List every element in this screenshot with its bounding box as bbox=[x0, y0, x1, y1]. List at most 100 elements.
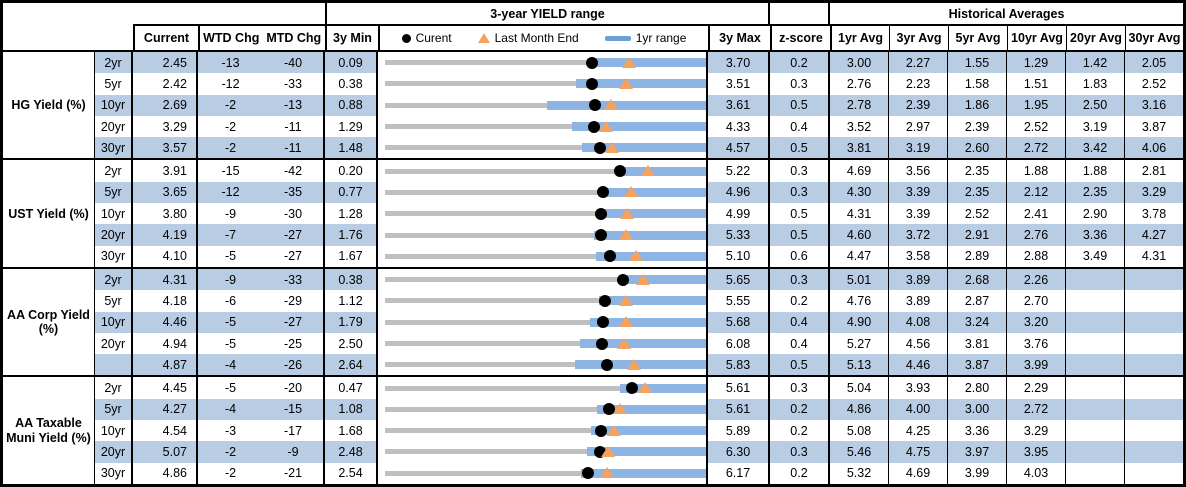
chart-legend: Curent Last Month End 1yr range bbox=[378, 24, 708, 50]
avg-cell: 3.29 bbox=[1007, 420, 1066, 442]
3y-min-cell: 1.08 bbox=[325, 398, 378, 421]
avg-cell: 4.69 bbox=[830, 160, 889, 182]
avg-cell: 2.23 bbox=[889, 73, 948, 95]
current-cell: 3.91 bbox=[133, 160, 198, 182]
current-cell: 4.54 bbox=[133, 420, 198, 442]
range-chart-cell bbox=[378, 420, 708, 442]
section: UST Yield (%) 2yr 3.91 -15 -42 0.20 5.22 0.3 4.6… bbox=[3, 158, 1183, 267]
3y-max-cell: 4.99 bbox=[708, 203, 770, 225]
range-bar bbox=[620, 383, 706, 393]
legend-current: Curent bbox=[401, 31, 452, 45]
mtd-chg-cell: -29 bbox=[263, 290, 325, 312]
avg-cell: 4.00 bbox=[889, 398, 948, 421]
current-marker bbox=[595, 337, 608, 350]
track-line bbox=[385, 124, 706, 130]
range-chart-cell bbox=[378, 462, 708, 484]
wtd-chg-cell: -5 bbox=[198, 377, 263, 399]
z-score-header-spacer bbox=[770, 3, 830, 24]
z-score-cell: 0.5 bbox=[770, 203, 830, 225]
avg-cell bbox=[1066, 332, 1125, 355]
track-line bbox=[385, 189, 706, 195]
avg-cell bbox=[1066, 354, 1125, 376]
avg-cell: 2.76 bbox=[830, 73, 889, 95]
avg-cell: 5.08 bbox=[830, 420, 889, 442]
avg-cell: 2.29 bbox=[1007, 377, 1066, 399]
avg-cell: 2.50 bbox=[1066, 94, 1125, 116]
tenor-cell: 2yr bbox=[95, 377, 133, 399]
avg-cell: 3.76 bbox=[1007, 332, 1066, 355]
range-chart-cell bbox=[378, 73, 708, 95]
range-chart-cell bbox=[378, 311, 708, 333]
track-line bbox=[385, 362, 706, 368]
group-label: HG Yield (%) bbox=[3, 52, 95, 159]
avg-cell: 5.46 bbox=[830, 441, 889, 463]
col-header-10yr-avg: 10yr Avg bbox=[1007, 24, 1066, 50]
current-cell: 4.46 bbox=[133, 311, 198, 333]
avg-cell: 3.16 bbox=[1125, 94, 1183, 116]
current-marker bbox=[589, 99, 602, 112]
last-month-marker bbox=[604, 141, 619, 153]
3y-max-cell: 5.33 bbox=[708, 224, 770, 246]
last-month-marker bbox=[619, 77, 634, 89]
avg-cell: 2.88 bbox=[1007, 245, 1066, 267]
wtd-chg-cell: -15 bbox=[198, 160, 263, 182]
3y-max-cell: 5.10 bbox=[708, 245, 770, 267]
col-header-1yr-avg: 1yr Avg bbox=[830, 24, 889, 50]
3y-max-cell: 3.61 bbox=[708, 94, 770, 116]
3y-min-cell: 1.67 bbox=[325, 245, 378, 267]
track-line bbox=[385, 319, 706, 325]
3y-max-cell: 6.30 bbox=[708, 441, 770, 463]
avg-cell: 3.99 bbox=[948, 462, 1007, 484]
range-bar bbox=[618, 166, 706, 176]
3y-max-cell: 3.70 bbox=[708, 52, 770, 74]
avg-cell: 3.95 bbox=[1007, 441, 1066, 463]
avg-cell: 3.93 bbox=[889, 377, 948, 399]
tenor-cell bbox=[95, 354, 133, 376]
3y-max-cell: 5.83 bbox=[708, 354, 770, 376]
range-bar bbox=[572, 122, 706, 132]
tenor-cell: 20yr bbox=[95, 441, 133, 463]
range-chart-cell bbox=[378, 181, 708, 204]
last-month-marker bbox=[607, 424, 622, 436]
current-marker bbox=[595, 229, 608, 242]
group-label: AA Corp Yield (%) bbox=[3, 268, 95, 376]
mtd-chg-cell: -40 bbox=[263, 52, 325, 74]
z-score-cell: 0.2 bbox=[770, 52, 830, 74]
avg-cell: 2.97 bbox=[889, 115, 948, 138]
col-header-20yr-avg: 20yr Avg bbox=[1066, 24, 1125, 50]
current-marker bbox=[601, 358, 614, 371]
3y-max-cell: 5.68 bbox=[708, 311, 770, 333]
avg-cell bbox=[1125, 398, 1183, 421]
current-cell: 4.87 bbox=[133, 354, 198, 376]
range-bar bbox=[601, 187, 706, 197]
last-month-triangle-icon bbox=[477, 33, 490, 43]
avg-cell: 1.88 bbox=[1066, 160, 1125, 182]
wtd-chg-cell: -5 bbox=[198, 245, 263, 267]
avg-cell bbox=[1066, 268, 1125, 291]
z-score-cell: 0.5 bbox=[770, 224, 830, 246]
current-cell: 5.07 bbox=[133, 441, 198, 463]
range-chart-cell bbox=[378, 224, 708, 246]
wtd-chg-cell: -4 bbox=[198, 354, 263, 376]
col-header-3y-min: 3y Min bbox=[325, 24, 378, 50]
z-score-cell: 0.3 bbox=[770, 268, 830, 291]
tenor-cell: 2yr bbox=[95, 160, 133, 182]
avg-cell: 5.01 bbox=[830, 268, 889, 291]
mtd-chg-cell: -25 bbox=[263, 332, 325, 355]
current-marker bbox=[581, 467, 594, 480]
range-chart-cell bbox=[378, 245, 708, 267]
avg-cell: 4.25 bbox=[889, 420, 948, 442]
avg-cell: 4.08 bbox=[889, 311, 948, 333]
avg-cell bbox=[1066, 311, 1125, 333]
current-cell: 4.86 bbox=[133, 462, 198, 484]
table-header: 3-year YIELD range Historical Averages C… bbox=[3, 3, 1183, 50]
col-header-z-score: z-score bbox=[770, 24, 830, 50]
avg-cell bbox=[1066, 377, 1125, 399]
track-line bbox=[385, 428, 706, 434]
avg-cell: 2.35 bbox=[1066, 181, 1125, 204]
z-score-cell: 0.5 bbox=[770, 354, 830, 376]
last-month-marker bbox=[627, 358, 642, 370]
last-month-marker bbox=[620, 207, 635, 219]
z-score-cell: 0.2 bbox=[770, 420, 830, 442]
z-score-cell: 0.5 bbox=[770, 94, 830, 116]
